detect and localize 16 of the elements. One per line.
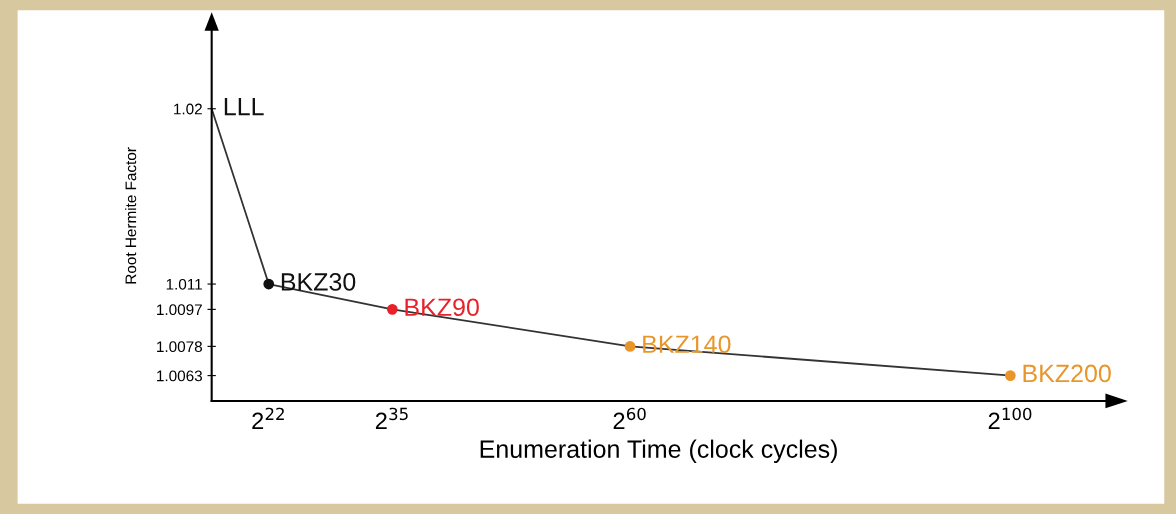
x-tick-label: 2$^{22}$ [252,407,284,429]
y-tick-label: 1.0078 [157,341,202,353]
y-tick-label: 1.0097 [157,304,202,316]
annotation: BKZ140 [643,335,731,354]
y-axis-title: Root Hermite Factor [125,147,137,284]
annotation: BKZ90 [405,298,479,317]
y-tick-label: 1.0063 [157,370,202,382]
x-tick-label: 2$^{35}$ [375,407,408,429]
x-tick-label: 2$^{100}$ [988,407,1032,429]
x-tick-label: 2$^{60}$ [613,407,646,429]
x-axis-title: Enumeration Time (clock cycles) [480,439,837,463]
annotation: LLL [224,98,264,116]
y-tick-label: 1.02 [174,103,202,115]
annotation: BKZ200 [1023,364,1111,383]
annotation: BKZ30 [281,273,356,291]
y-tick-label: 1.011 [166,278,202,290]
